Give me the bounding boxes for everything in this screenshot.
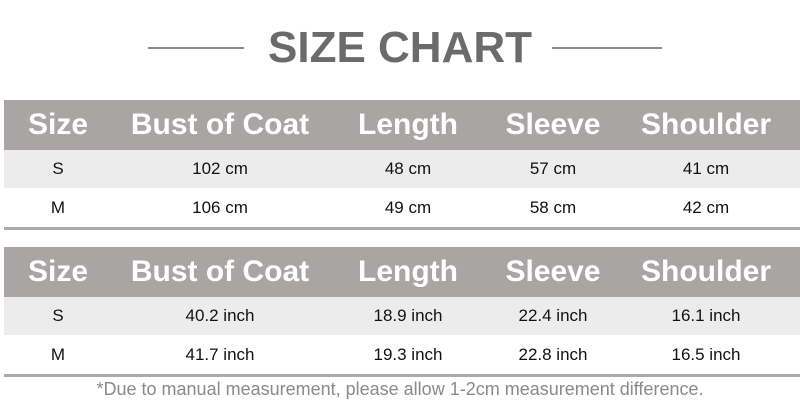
column-header: Length <box>358 108 458 141</box>
table-cell: S <box>52 306 64 325</box>
table-row: S 102 cm 48 cm 57 cm 41 cm <box>4 150 800 188</box>
page-title: SIZE CHART <box>268 23 532 72</box>
column-header: Shoulder <box>640 108 772 141</box>
column-header: Bust of Coat <box>130 255 310 288</box>
table-row: M 41.7 inch 19.3 inch 22.8 inch 16.5 inch <box>4 335 800 374</box>
table-cell: 18.9 inch <box>373 306 443 325</box>
table-cell: 22.8 inch <box>518 344 588 364</box>
inch-table: Size Bust of Coat Length Sleeve Shoulder S 40.… <box>4 247 800 377</box>
table-cell: 49 cm <box>384 197 432 217</box>
table-cell: 48 cm <box>384 159 432 178</box>
column-header: Bust of Coat <box>130 108 310 141</box>
column-header: Shoulder <box>640 255 772 288</box>
table-cell: S <box>52 159 64 178</box>
table-cell: 19.3 inch <box>373 344 443 364</box>
header-row: Size Bust of Coat Length Sleeve Shoulder <box>4 100 800 150</box>
table-cell: M <box>50 197 66 217</box>
title-line-left <box>148 47 244 49</box>
table-cell: 41.7 inch <box>185 344 255 364</box>
table-cell: 102 cm <box>192 159 248 178</box>
table-bottom-border <box>4 227 800 230</box>
table-cell: M <box>50 344 66 364</box>
cm-table: Size Bust of Coat Length Sleeve Shoulder S 102… <box>4 100 800 230</box>
table-row: M 106 cm 49 cm 58 cm 42 cm <box>4 188 800 227</box>
table-cell: 57 cm <box>529 159 577 178</box>
table-bottom-border <box>4 374 800 377</box>
table-cell: 106 cm <box>192 197 248 217</box>
column-header: Sleeve <box>505 255 601 288</box>
column-header: Size <box>27 255 89 288</box>
header-row: Size Bust of Coat Length Sleeve Shoulder <box>4 247 800 297</box>
measurement-note: *Due to manual measurement, please allow… <box>96 379 704 399</box>
table-cell: 16.1 inch <box>671 306 741 325</box>
table-cell: 22.4 inch <box>518 306 588 325</box>
column-header: Sleeve <box>505 108 601 141</box>
title-line-right <box>552 47 662 49</box>
table-cell: 40.2 inch <box>185 306 255 325</box>
table-row: S 40.2 inch 18.9 inch 22.4 inch 16.1 inch <box>4 297 800 335</box>
table-cell: 41 cm <box>682 159 730 178</box>
column-header: Length <box>358 255 458 288</box>
table-cell: 58 cm <box>529 197 577 217</box>
table-cell: 42 cm <box>682 197 730 217</box>
column-header: Size <box>27 108 89 141</box>
table-cell: 16.5 inch <box>671 344 741 364</box>
